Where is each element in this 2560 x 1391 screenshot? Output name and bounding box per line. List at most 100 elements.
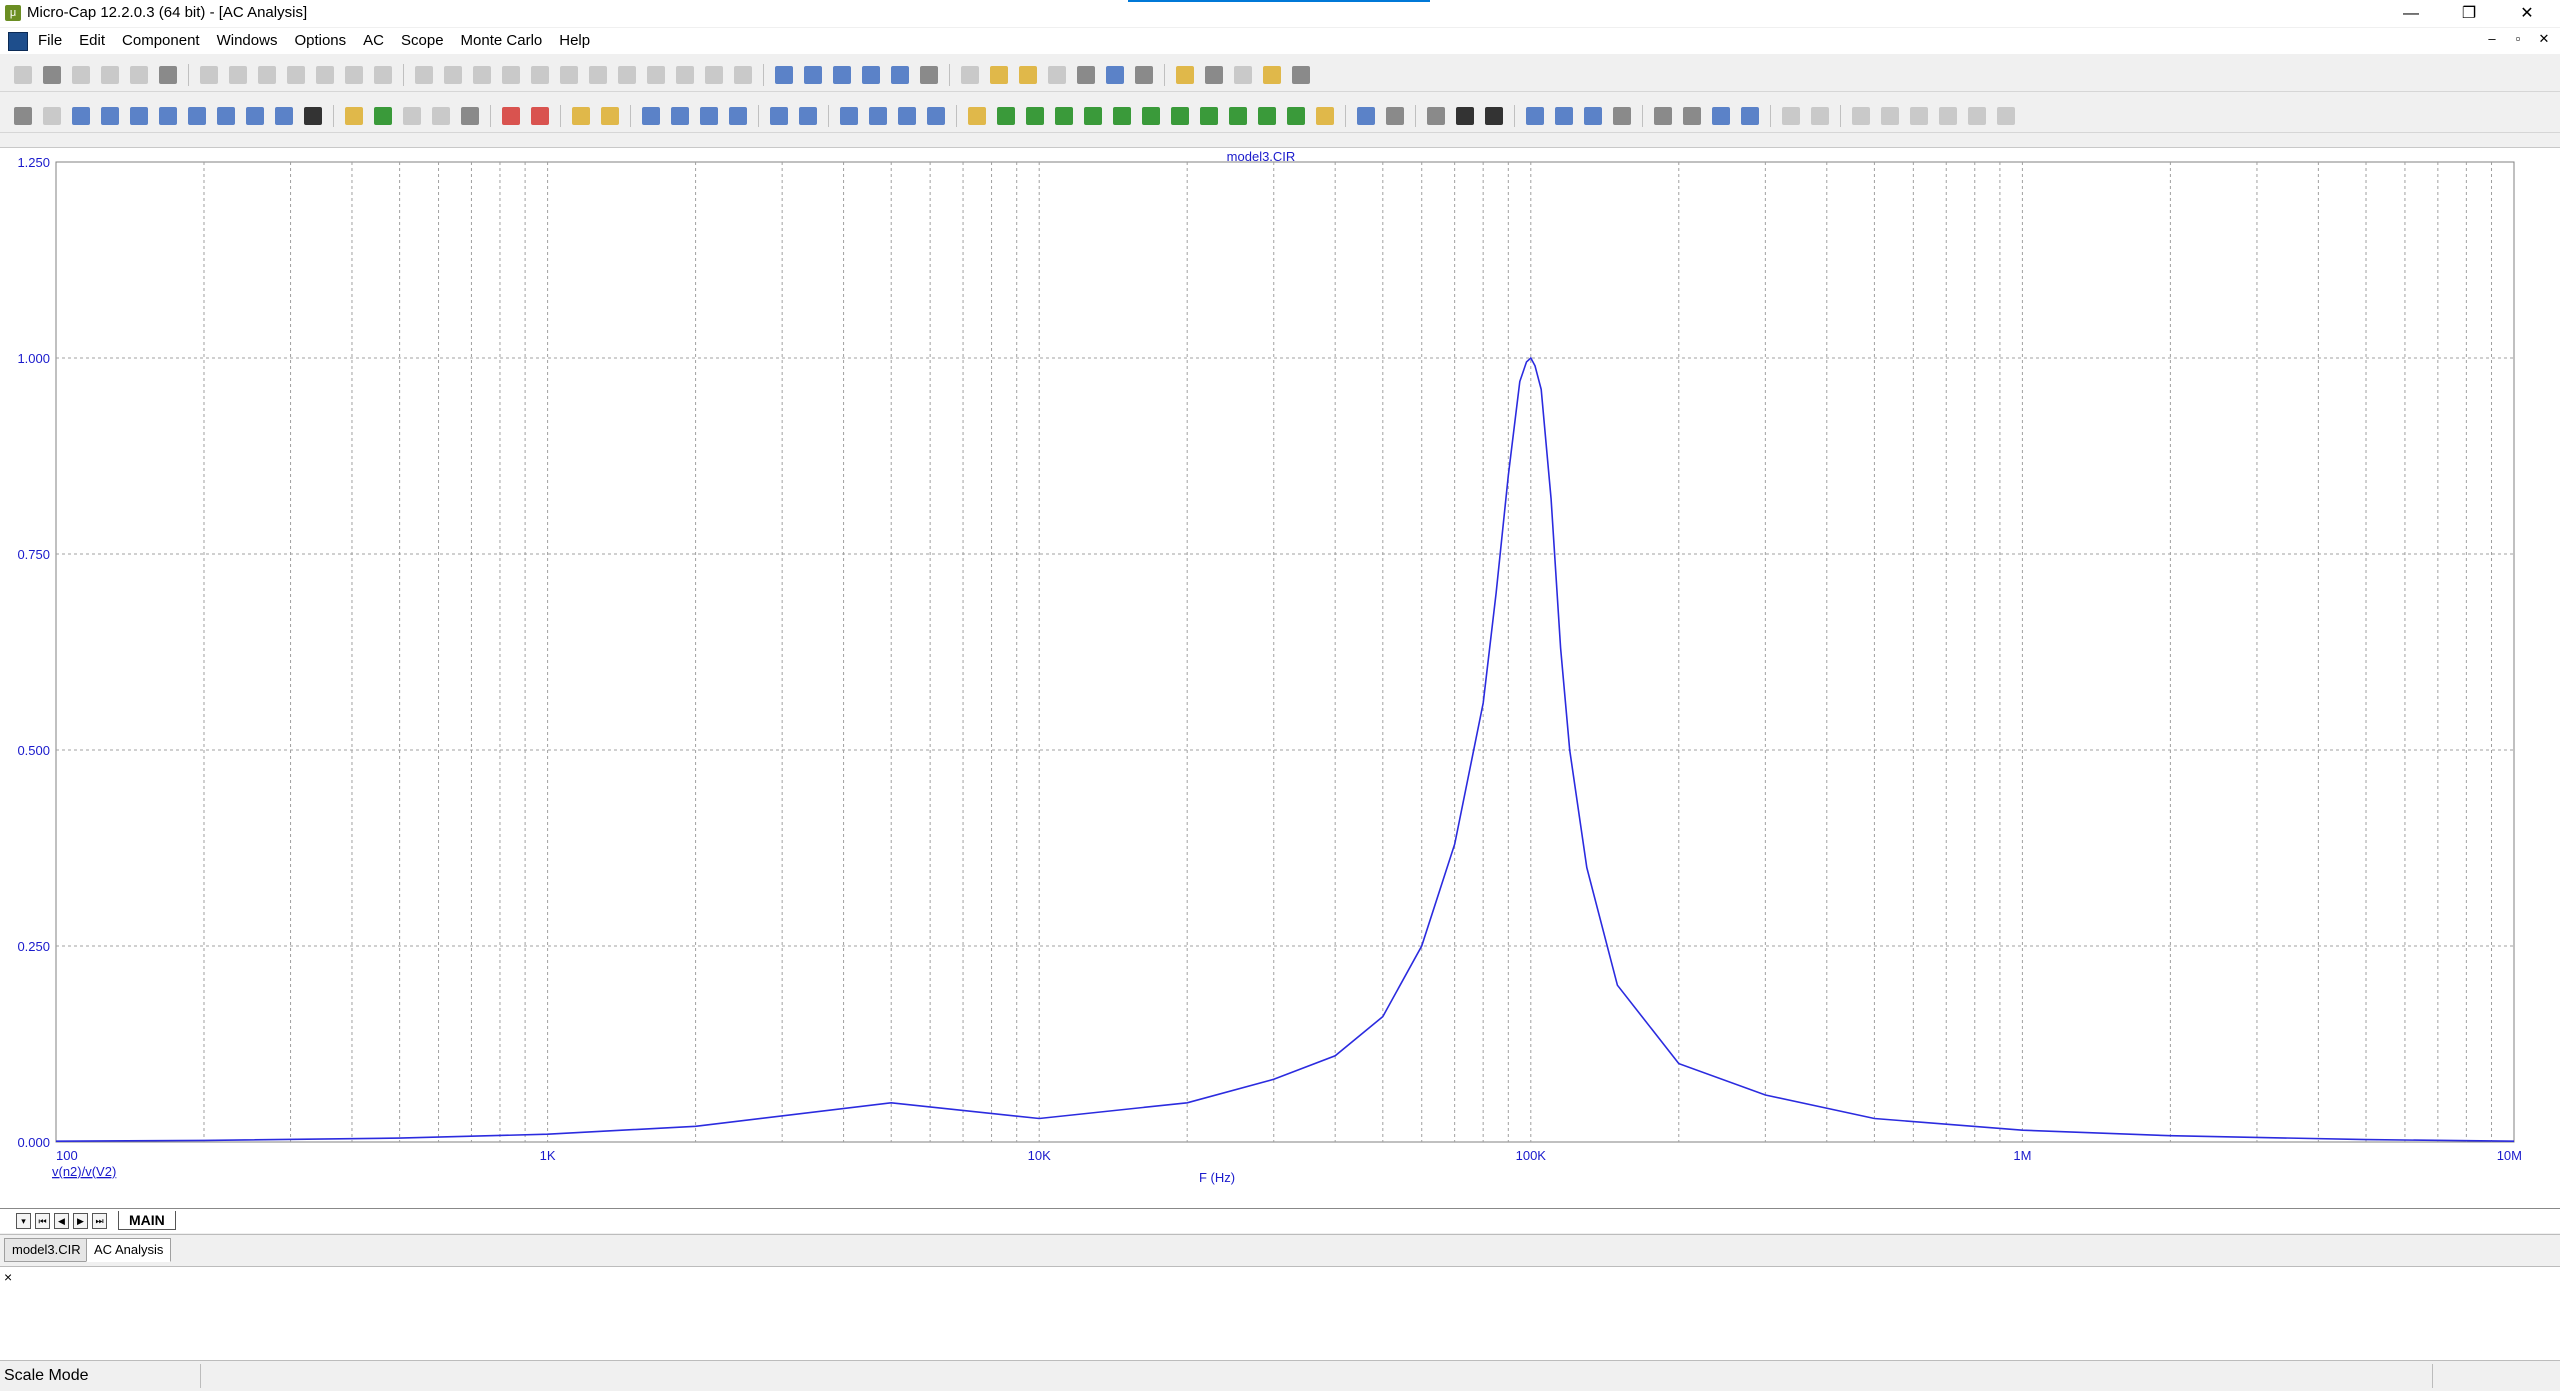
std-tool-icon-4[interactable] bbox=[130, 66, 148, 84]
ana-tool-icon-30[interactable] bbox=[799, 107, 817, 125]
ana-tool-icon-61[interactable] bbox=[1613, 107, 1631, 125]
mdi-restore-button[interactable]: ▫ bbox=[2515, 31, 2521, 46]
std-tool-icon-33[interactable] bbox=[920, 66, 938, 84]
std-tool-icon-2[interactable] bbox=[72, 66, 90, 84]
ana-tool-icon-59[interactable] bbox=[1555, 107, 1573, 125]
ana-tool-icon-18[interactable] bbox=[502, 107, 520, 125]
std-tool-icon-19[interactable] bbox=[531, 66, 549, 84]
std-tool-icon-37[interactable] bbox=[1019, 66, 1037, 84]
ana-tool-icon-41[interactable] bbox=[1084, 107, 1102, 125]
ana-tool-icon-9[interactable] bbox=[275, 107, 293, 125]
ana-tool-icon-10[interactable] bbox=[304, 107, 322, 125]
ana-tool-icon-3[interactable] bbox=[101, 107, 119, 125]
ana-tool-icon-6[interactable] bbox=[188, 107, 206, 125]
ana-tool-icon-42[interactable] bbox=[1113, 107, 1131, 125]
std-tool-icon-7[interactable] bbox=[200, 66, 218, 84]
ana-tool-icon-15[interactable] bbox=[432, 107, 450, 125]
ana-tool-icon-14[interactable] bbox=[403, 107, 421, 125]
close-button[interactable]: ✕ bbox=[2520, 5, 2534, 22]
ana-tool-icon-16[interactable] bbox=[461, 107, 479, 125]
std-tool-icon-1[interactable] bbox=[43, 66, 61, 84]
ana-tool-icon-2[interactable] bbox=[72, 107, 90, 125]
ana-tool-icon-39[interactable] bbox=[1026, 107, 1044, 125]
ana-tool-icon-72[interactable] bbox=[1881, 107, 1899, 125]
std-tool-icon-41[interactable] bbox=[1135, 66, 1153, 84]
menu-help[interactable]: Help bbox=[559, 32, 591, 49]
std-tool-icon-17[interactable] bbox=[473, 66, 491, 84]
std-tool-icon-23[interactable] bbox=[647, 66, 665, 84]
ana-tool-icon-47[interactable] bbox=[1258, 107, 1276, 125]
ana-tool-icon-8[interactable] bbox=[246, 107, 264, 125]
document-icon[interactable] bbox=[8, 32, 28, 51]
ana-tool-icon-52[interactable] bbox=[1386, 107, 1404, 125]
std-tool-icon-24[interactable] bbox=[676, 66, 694, 84]
menu-ac[interactable]: AC bbox=[363, 32, 384, 49]
ana-tool-icon-60[interactable] bbox=[1584, 107, 1602, 125]
ana-tool-icon-74[interactable] bbox=[1939, 107, 1957, 125]
ana-tool-icon-32[interactable] bbox=[840, 107, 858, 125]
std-tool-icon-35[interactable] bbox=[961, 66, 979, 84]
menu-component[interactable]: Component bbox=[122, 32, 200, 49]
std-tool-icon-0[interactable] bbox=[14, 66, 32, 84]
std-tool-icon-44[interactable] bbox=[1205, 66, 1223, 84]
std-tool-icon-12[interactable] bbox=[345, 66, 363, 84]
ana-tool-icon-63[interactable] bbox=[1654, 107, 1672, 125]
mdi-close-button[interactable]: ✕ bbox=[2538, 31, 2550, 46]
ana-tool-icon-65[interactable] bbox=[1712, 107, 1730, 125]
std-tool-icon-8[interactable] bbox=[229, 66, 247, 84]
plot-window[interactable]: 0.000 0.250 0.500 0.750 1.000 1.250 100 1K 10K 10… bbox=[0, 147, 2560, 1211]
std-tool-icon-26[interactable] bbox=[734, 66, 752, 84]
std-tool-icon-16[interactable] bbox=[444, 66, 462, 84]
std-tool-icon-18[interactable] bbox=[502, 66, 520, 84]
ana-tool-icon-34[interactable] bbox=[898, 107, 916, 125]
sheet-prev-button[interactable]: ◀ bbox=[54, 1213, 69, 1229]
std-tool-icon-45[interactable] bbox=[1234, 66, 1252, 84]
output-close-icon[interactable]: × bbox=[4, 1269, 13, 1285]
ac-analysis-plot[interactable]: 0.000 0.250 0.500 0.750 1.000 1.250 100 1K 10K 10… bbox=[0, 148, 2560, 1208]
sheet-first-button[interactable]: ⏮ bbox=[35, 1213, 50, 1229]
ana-tool-icon-19[interactable] bbox=[531, 107, 549, 125]
ana-tool-icon-7[interactable] bbox=[217, 107, 235, 125]
ana-tool-icon-55[interactable] bbox=[1456, 107, 1474, 125]
ana-tool-icon-54[interactable] bbox=[1427, 107, 1445, 125]
std-tool-icon-28[interactable] bbox=[775, 66, 793, 84]
ana-tool-icon-58[interactable] bbox=[1526, 107, 1544, 125]
std-tool-icon-5[interactable] bbox=[159, 66, 177, 84]
ana-tool-icon-68[interactable] bbox=[1782, 107, 1800, 125]
ana-tool-icon-13[interactable] bbox=[374, 107, 392, 125]
ana-tool-icon-26[interactable] bbox=[700, 107, 718, 125]
mdi-minimize-button[interactable]: – bbox=[2488, 31, 2496, 46]
doc-tab-model3[interactable]: model3.CIR bbox=[4, 1238, 89, 1262]
ana-tool-icon-73[interactable] bbox=[1910, 107, 1928, 125]
ana-tool-icon-45[interactable] bbox=[1200, 107, 1218, 125]
ana-tool-icon-71[interactable] bbox=[1852, 107, 1870, 125]
minimize-button[interactable]: — bbox=[2403, 5, 2419, 22]
std-tool-icon-11[interactable] bbox=[316, 66, 334, 84]
ana-tool-icon-44[interactable] bbox=[1171, 107, 1189, 125]
ana-tool-icon-1[interactable] bbox=[43, 107, 61, 125]
ana-tool-icon-35[interactable] bbox=[927, 107, 945, 125]
std-tool-icon-13[interactable] bbox=[374, 66, 392, 84]
std-tool-icon-32[interactable] bbox=[891, 66, 909, 84]
restore-button[interactable]: ❐ bbox=[2461, 5, 2477, 22]
sheet-tab-main[interactable]: MAIN bbox=[118, 1211, 176, 1230]
ana-tool-icon-69[interactable] bbox=[1811, 107, 1829, 125]
std-tool-icon-21[interactable] bbox=[589, 66, 607, 84]
std-tool-icon-29[interactable] bbox=[804, 66, 822, 84]
std-tool-icon-40[interactable] bbox=[1106, 66, 1124, 84]
menu-options[interactable]: Options bbox=[294, 32, 347, 49]
ana-tool-icon-76[interactable] bbox=[1997, 107, 2015, 125]
std-tool-icon-10[interactable] bbox=[287, 66, 305, 84]
std-tool-icon-31[interactable] bbox=[862, 66, 880, 84]
ana-tool-icon-22[interactable] bbox=[601, 107, 619, 125]
std-tool-icon-46[interactable] bbox=[1263, 66, 1281, 84]
std-tool-icon-25[interactable] bbox=[705, 66, 723, 84]
ana-tool-icon-4[interactable] bbox=[130, 107, 148, 125]
std-tool-icon-20[interactable] bbox=[560, 66, 578, 84]
menu-file[interactable]: File bbox=[38, 32, 63, 49]
std-tool-icon-3[interactable] bbox=[101, 66, 119, 84]
ana-tool-icon-29[interactable] bbox=[770, 107, 788, 125]
std-tool-icon-38[interactable] bbox=[1048, 66, 1066, 84]
ana-tool-icon-0[interactable] bbox=[14, 107, 32, 125]
ana-tool-icon-66[interactable] bbox=[1741, 107, 1759, 125]
